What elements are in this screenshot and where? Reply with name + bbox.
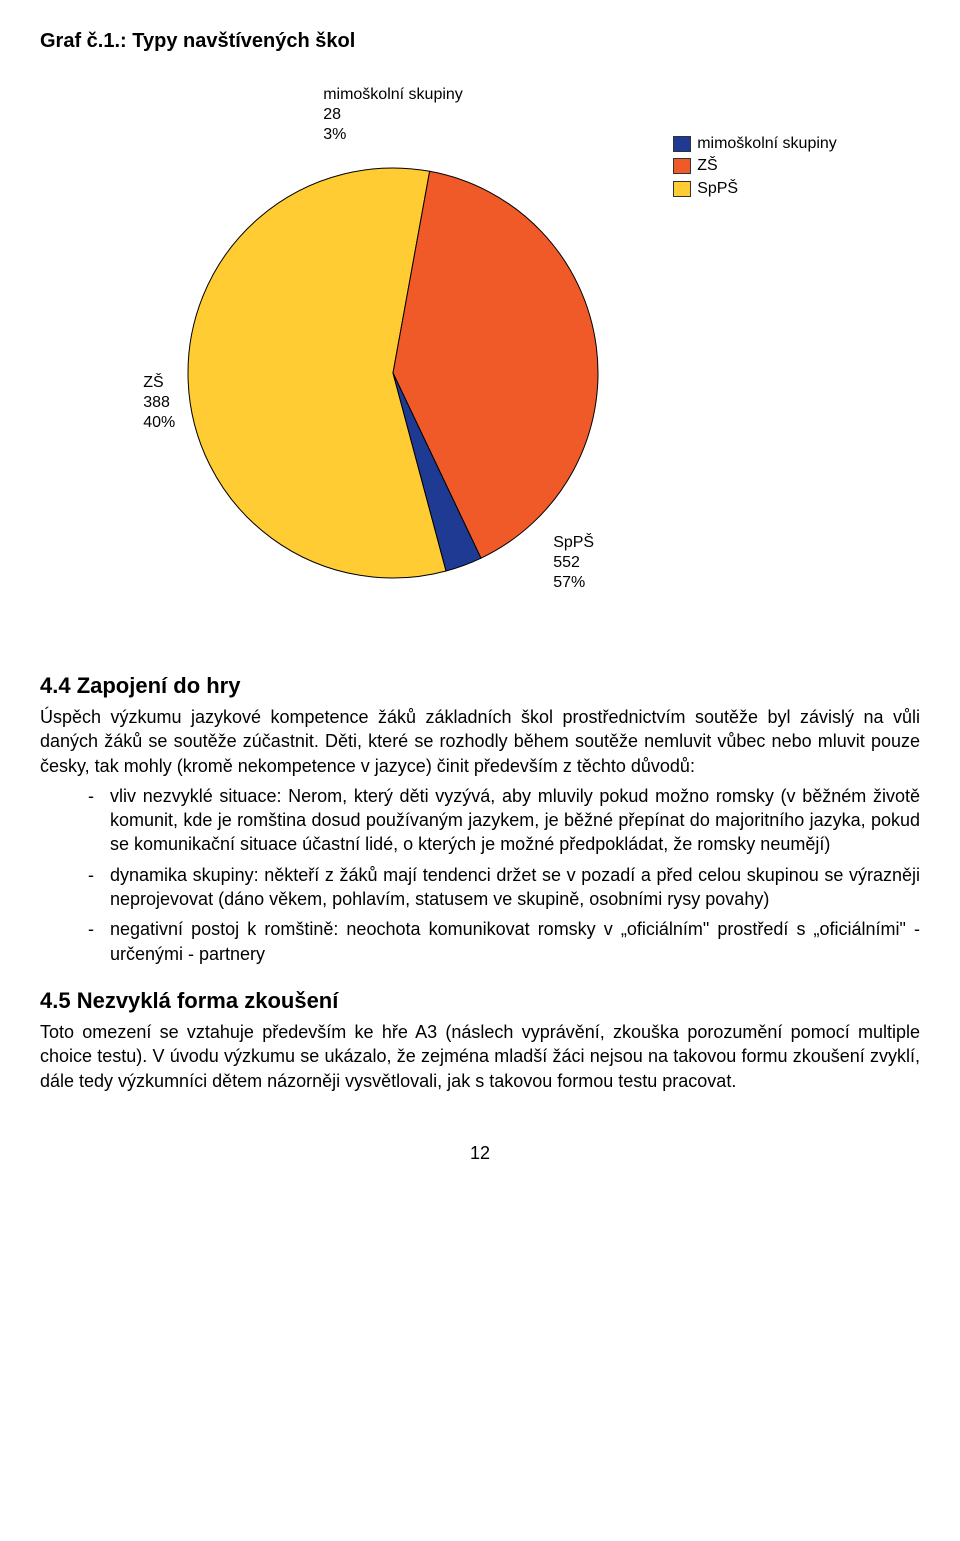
pie-label-zs: ZŠ 388 40% (143, 373, 175, 433)
section-45-heading: 4.5 Nezvyklá forma zkoušení (40, 988, 920, 1014)
pie-legend: mimoškolní skupinyZŠSpPŠ (673, 133, 837, 200)
legend-label: ZŠ (697, 155, 717, 177)
section-44-bullets: vliv nezvyklé situace: Nerom, který děti… (40, 784, 920, 966)
pie-label-mimo-value: 28 (323, 105, 463, 125)
pie-label-sp-value: 552 (553, 553, 594, 573)
legend-swatch (673, 136, 691, 152)
pie-label-mimo-percent: 3% (323, 125, 463, 145)
pie-label-sp: SpPŠ 552 57% (553, 533, 594, 593)
section-44-heading: 4.4 Zapojení do hry (40, 673, 920, 699)
legend-item: SpPŠ (673, 178, 837, 200)
chart-title: Graf č.1.: Typy navštívených škol (40, 30, 920, 53)
pie-label-zs-name: ZŠ (143, 373, 175, 393)
bullet-item: dynamika skupiny: někteří z žáků mají te… (88, 863, 920, 912)
legend-item: ZŠ (673, 155, 837, 177)
bullet-item: negativní postoj k romštině: neochota ko… (88, 917, 920, 966)
pie-label-sp-name: SpPŠ (553, 533, 594, 553)
pie-chart: mimoškolní skupiny 28 3% ZŠ 388 40% SpPŠ… (123, 73, 663, 633)
pie-label-mimo: mimoškolní skupiny 28 3% (323, 85, 463, 145)
legend-swatch (673, 158, 691, 174)
pie-label-mimo-name: mimoškolní skupiny (323, 85, 463, 105)
bullet-item: vliv nezvyklé situace: Nerom, který děti… (88, 784, 920, 857)
page-number: 12 (40, 1143, 920, 1164)
section-44-intro: Úspěch výzkumu jazykové kompetence žáků … (40, 705, 920, 778)
pie-label-zs-percent: 40% (143, 413, 175, 433)
legend-label: mimoškolní skupiny (697, 133, 837, 155)
section-45-body: Toto omezení se vztahuje především ke hř… (40, 1020, 920, 1093)
pie-label-sp-percent: 57% (553, 573, 594, 593)
legend-item: mimoškolní skupiny (673, 133, 837, 155)
pie-label-zs-value: 388 (143, 393, 175, 413)
legend-swatch (673, 181, 691, 197)
legend-label: SpPŠ (697, 178, 738, 200)
pie-chart-container: mimoškolní skupiny 28 3% ZŠ 388 40% SpPŠ… (40, 73, 920, 633)
